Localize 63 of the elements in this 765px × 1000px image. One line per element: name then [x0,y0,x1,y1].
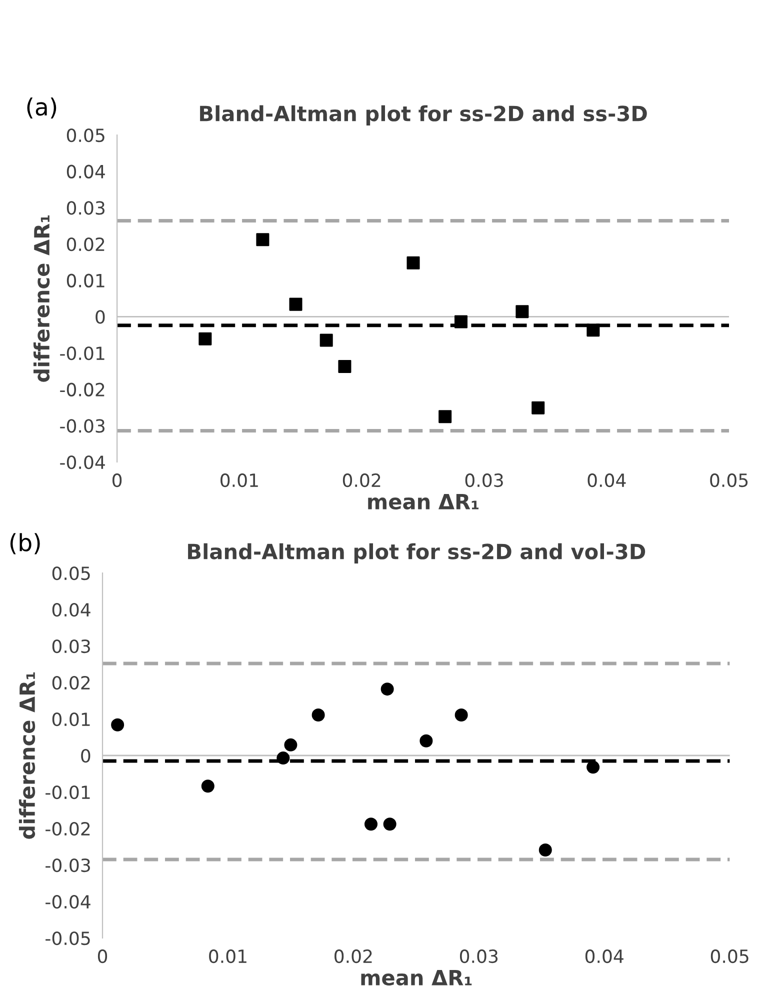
point [586,324,600,337]
y-tick-label: 0.05 [66,128,104,142]
y-tick-label: 0.01 [52,712,90,726]
point [586,760,600,774]
text: (a) [27,97,56,118]
point [420,734,433,748]
y-tick-label: 0.03 [66,201,104,215]
x-tick-label: 0.01 [220,473,258,488]
point [454,315,468,328]
point [516,305,529,318]
y-tick-label: -0.04 [60,455,105,470]
y-axis-title: difference ΔR₁ [18,672,36,839]
x-tick-label: 0.05 [710,949,748,964]
text: (b) [10,533,40,554]
point [276,752,290,765]
x-tick-label: 0.05 [710,473,748,488]
y-tick-label: -0.02 [46,822,90,836]
y-axis-title: difference ΔR₁ [34,215,50,382]
x-tick-label: 0.03 [460,949,498,964]
point [380,682,394,696]
x-tick-label: 0.04 [588,473,626,488]
x-tick-label: 0.03 [465,473,503,488]
point [383,818,396,831]
y-tick-label: 0.02 [66,237,104,252]
point [312,708,325,722]
chart-title: Bland-Altman plot for ss-2D and ss-3D [200,105,647,126]
point [198,332,212,346]
y-tick-label: -0.01 [60,346,104,360]
x-tick-label: 0.01 [209,949,246,964]
point [284,738,298,752]
x-tick-label: 0.04 [585,949,624,964]
x-tick-label: 0.02 [334,949,372,964]
point [438,410,452,424]
y-tick-label: -0.02 [60,382,104,396]
y-tick-label: -0.03 [60,419,104,433]
y-tick-label: -0.05 [46,931,90,946]
point [454,708,468,722]
point [201,780,214,793]
y-tick-label: 0 [96,310,105,324]
x-tick-label: 0 [112,473,122,488]
chart-title: Bland-Altman plot for ss-2D and vol-3D [188,543,646,564]
point [532,401,545,414]
point [338,360,352,373]
x-tick-label: 0.02 [342,473,380,488]
point [256,233,270,246]
point [111,718,124,732]
point [289,298,302,311]
y-tick-label: 0.04 [66,164,105,178]
point [406,256,420,270]
y-tick-label: 0.03 [52,639,90,654]
y-tick-label: 0.04 [52,602,90,617]
y-tick-label: 0 [81,748,90,763]
y-tick-label: -0.01 [46,785,90,800]
x-axis-title: mean ΔR₁ [361,970,472,986]
y-tick-label: 0.02 [52,676,90,690]
y-tick-label: 0.01 [66,274,104,288]
point [538,844,552,857]
x-axis-title: mean ΔR₁ [368,494,479,510]
point [364,818,378,831]
y-tick-label: -0.03 [46,858,90,872]
point [320,334,333,347]
y-tick-label: 0.05 [52,566,90,580]
y-tick-label: -0.04 [46,894,90,909]
